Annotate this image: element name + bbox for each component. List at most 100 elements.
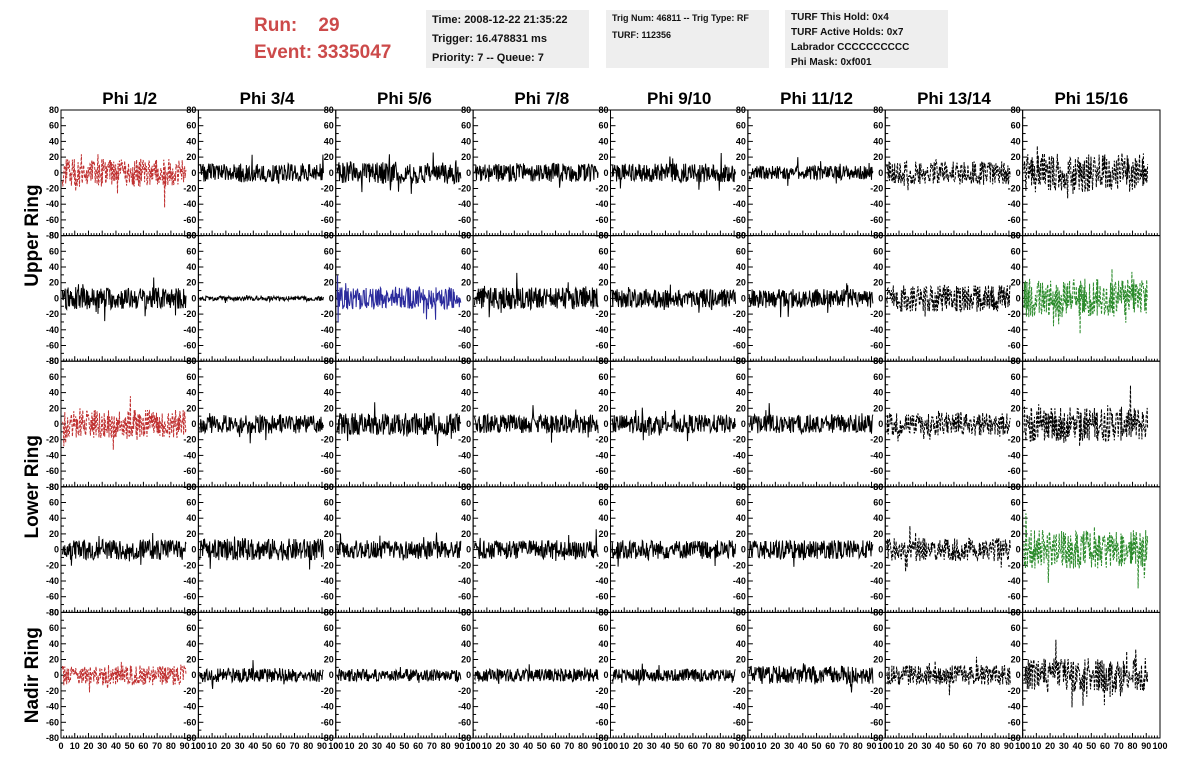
y-tick-label: 60 xyxy=(461,623,471,633)
waveform-trace xyxy=(61,154,187,208)
y-tick-label: -40 xyxy=(870,576,883,586)
x-tick-label: 30 xyxy=(509,741,519,751)
y-tick-label: 60 xyxy=(461,372,471,382)
waveform-trace xyxy=(611,407,736,442)
y-tick-label: -20 xyxy=(183,560,196,570)
y-tick-label: -40 xyxy=(321,576,334,586)
y-tick-label: 80 xyxy=(736,356,746,366)
y-tick-label: -40 xyxy=(458,325,471,335)
y-tick-label: 20 xyxy=(1011,278,1021,288)
y-tick-label: -60 xyxy=(183,466,196,476)
y-tick-label: -20 xyxy=(183,309,196,319)
y-tick-label: -60 xyxy=(595,341,608,351)
y-tick-label: -60 xyxy=(595,592,608,602)
waveform-trace xyxy=(199,660,324,689)
y-tick-label: 80 xyxy=(461,105,471,115)
y-tick-label: 20 xyxy=(49,655,59,665)
y-tick-label: 0 xyxy=(878,419,883,429)
y-tick-label: -20 xyxy=(46,686,59,696)
y-tick-label: 0 xyxy=(466,419,471,429)
waveform-trace xyxy=(748,403,874,436)
y-tick-label: -60 xyxy=(46,717,59,727)
y-tick-label: 20 xyxy=(461,278,471,288)
y-tick-label: -20 xyxy=(458,560,471,570)
y-tick-label: 20 xyxy=(598,655,608,665)
y-tick-label: -80 xyxy=(1008,733,1021,743)
y-tick-label: -40 xyxy=(595,450,608,460)
y-tick-label: -60 xyxy=(321,215,334,225)
y-tick-label: 20 xyxy=(324,529,334,539)
y-tick-label: -40 xyxy=(321,325,334,335)
x-tick-label: 10 xyxy=(70,741,80,751)
y-tick-label: 20 xyxy=(1011,655,1021,665)
waveform-trace xyxy=(1023,513,1149,589)
y-tick-label: 20 xyxy=(186,403,196,413)
x-tick-label: 80 xyxy=(166,741,176,751)
x-tick-label: 90 xyxy=(867,741,877,751)
waveform-trace xyxy=(611,663,736,686)
y-tick-label: 60 xyxy=(598,623,608,633)
y-tick-label: -20 xyxy=(1008,686,1021,696)
y-tick-label: 20 xyxy=(324,403,334,413)
y-tick-label: 80 xyxy=(186,607,196,617)
y-tick-label: 40 xyxy=(461,513,471,523)
y-tick-label: -60 xyxy=(458,466,471,476)
waveform-trace xyxy=(886,656,1011,696)
y-tick-label: 20 xyxy=(598,403,608,413)
x-tick-label: 30 xyxy=(921,741,931,751)
column-title: Phi 13/14 xyxy=(917,89,991,108)
y-tick-label: -20 xyxy=(46,309,59,319)
x-tick-label: 10 xyxy=(757,741,767,751)
y-tick-label: -60 xyxy=(1008,215,1021,225)
x-tick-label: 10 xyxy=(619,741,629,751)
x-tick-label: 100 xyxy=(740,741,755,751)
x-tick-label: 0 xyxy=(883,741,888,751)
y-tick-label: 60 xyxy=(873,498,883,508)
y-tick-label: 80 xyxy=(49,607,59,617)
y-tick-label: 0 xyxy=(329,670,334,680)
y-tick-label: -40 xyxy=(1008,199,1021,209)
y-tick-label: 20 xyxy=(186,655,196,665)
y-tick-label: 60 xyxy=(736,623,746,633)
y-tick-label: 80 xyxy=(736,231,746,241)
y-tick-label: 40 xyxy=(873,388,883,398)
y-tick-label: -20 xyxy=(733,184,746,194)
x-tick-label: 60 xyxy=(688,741,698,751)
y-tick-label: 0 xyxy=(603,419,608,429)
x-tick-label: 20 xyxy=(83,741,93,751)
y-tick-label: 60 xyxy=(1011,498,1021,508)
y-tick-label: 40 xyxy=(324,513,334,523)
x-tick-label: 80 xyxy=(990,741,1000,751)
x-tick-label: 90 xyxy=(180,741,190,751)
y-tick-label: 0 xyxy=(878,670,883,680)
y-tick-label: -20 xyxy=(321,560,334,570)
y-tick-label: 0 xyxy=(466,545,471,555)
trigger-line: Trigger: 16.478831 ms xyxy=(432,33,547,45)
waveform-trace xyxy=(1023,145,1149,199)
y-tick-label: 80 xyxy=(736,105,746,115)
ring-label: Upper Ring xyxy=(22,184,43,286)
y-tick-label: 40 xyxy=(873,639,883,649)
x-tick-label: 100 xyxy=(1152,741,1167,751)
y-tick-label: 60 xyxy=(736,372,746,382)
y-tick-label: -20 xyxy=(1008,560,1021,570)
x-tick-label: 100 xyxy=(466,741,481,751)
y-tick-label: -40 xyxy=(46,325,59,335)
y-tick-label: 40 xyxy=(324,639,334,649)
y-tick-label: 60 xyxy=(49,372,59,382)
y-tick-label: 20 xyxy=(461,655,471,665)
x-tick-label: 70 xyxy=(290,741,300,751)
y-tick-label: -20 xyxy=(733,686,746,696)
y-tick-label: -20 xyxy=(733,435,746,445)
y-tick-label: 20 xyxy=(598,278,608,288)
y-tick-label: 80 xyxy=(49,356,59,366)
x-tick-label: 30 xyxy=(97,741,107,751)
x-tick-label: 20 xyxy=(358,741,368,751)
y-tick-label: 60 xyxy=(49,246,59,256)
y-tick-label: -60 xyxy=(321,341,334,351)
y-tick-label: 40 xyxy=(324,388,334,398)
y-tick-label: -40 xyxy=(321,702,334,712)
y-tick-label: 20 xyxy=(873,152,883,162)
y-tick-label: -40 xyxy=(595,702,608,712)
y-tick-label: 20 xyxy=(736,152,746,162)
